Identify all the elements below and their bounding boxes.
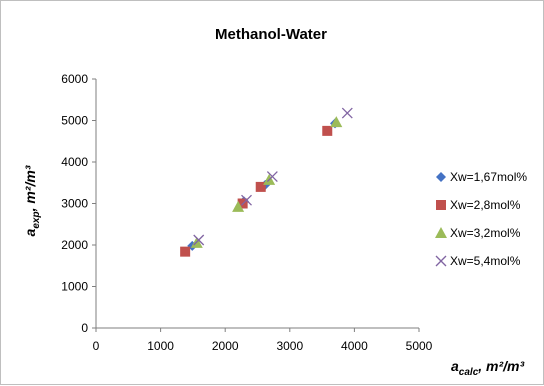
data-point-x xyxy=(266,171,278,182)
x-tick-labels: 0 1000 2000 3000 4000 5000 xyxy=(93,339,433,353)
data-point-square xyxy=(255,181,266,192)
legend-label: Xw=2,8mol% xyxy=(450,198,521,212)
data-point-square xyxy=(322,125,333,136)
legend-label: Xw=1,67mol% xyxy=(450,170,527,184)
x-tick-label: 1000 xyxy=(147,339,174,353)
data-point-square xyxy=(180,246,191,257)
data-point-x xyxy=(341,107,353,119)
data-points xyxy=(180,107,353,257)
y-tick-label: 4000 xyxy=(61,155,88,169)
legend-marker-triangle xyxy=(435,227,447,238)
x-tick-label: 4000 xyxy=(341,339,368,353)
y-tick-label: 2000 xyxy=(61,238,88,252)
legend-label: Xw=3,2mol% xyxy=(450,226,521,240)
legend-label: Xw=5,4mol% xyxy=(450,254,521,268)
legend: Xw=1,67mol% Xw=2,8mol% Xw=3,2mol% Xw=5,4mol… xyxy=(435,170,527,268)
x-tick-label: 3000 xyxy=(276,339,303,353)
x-tick-label: 5000 xyxy=(406,339,433,353)
legend-marker-square xyxy=(436,200,446,210)
y-axis-label: aexp, m²/m³ xyxy=(22,165,42,236)
x-tick-label: 2000 xyxy=(212,339,239,353)
y-tick-label: 6000 xyxy=(61,72,88,86)
y-tick-label: 5000 xyxy=(61,114,88,128)
data-point-triangle xyxy=(232,200,245,212)
data-point-x xyxy=(241,194,252,206)
y-tick-label: 3000 xyxy=(61,197,88,211)
x-axis-label: acalc, m²/m³ xyxy=(451,358,524,378)
y-tick-label: 0 xyxy=(81,321,88,335)
y-tick-label: 1000 xyxy=(61,280,88,294)
axes xyxy=(92,78,420,332)
x-tick-label: 0 xyxy=(93,339,100,353)
y-tick-labels: 0 1000 2000 3000 4000 5000 6000 xyxy=(61,72,88,335)
legend-marker-diamond xyxy=(436,172,446,182)
data-point-triangle xyxy=(330,116,343,128)
legend-marker-x xyxy=(435,255,447,267)
chart-title: Methanol-Water xyxy=(215,26,327,43)
data-point-x xyxy=(193,234,205,246)
